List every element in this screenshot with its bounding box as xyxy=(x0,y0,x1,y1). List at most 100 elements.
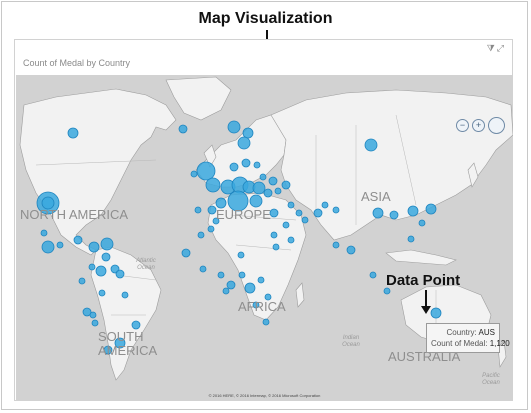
data-point-bubble[interactable] xyxy=(226,280,236,290)
data-point-bubble[interactable] xyxy=(383,287,391,295)
data-point-bubble[interactable] xyxy=(88,241,100,253)
tooltip-country-key: Country: xyxy=(446,328,477,337)
data-point-bubble[interactable] xyxy=(115,269,125,279)
data-point-bubble[interactable] xyxy=(270,231,278,239)
data-point-bubble[interactable] xyxy=(249,194,263,208)
data-point-bubble[interactable] xyxy=(364,138,378,152)
data-point-bubble[interactable] xyxy=(244,282,256,294)
land-new-zealand xyxy=(497,340,507,368)
data-point-bubble[interactable] xyxy=(73,235,83,245)
data-point-bubble[interactable] xyxy=(103,345,113,355)
data-point-bubble[interactable] xyxy=(407,235,415,243)
land-indonesia xyxy=(385,249,457,266)
data-point-bubble[interactable] xyxy=(41,240,55,254)
data-point-bubble[interactable] xyxy=(262,318,270,326)
data-point-bubble[interactable] xyxy=(238,271,246,279)
data-point-bubble[interactable] xyxy=(253,161,261,169)
data-point-bubble[interactable] xyxy=(425,203,437,215)
data-point-bubble[interactable] xyxy=(207,205,217,215)
zoom-in-button[interactable]: + xyxy=(472,119,485,132)
data-point-bubble[interactable] xyxy=(321,201,329,209)
data-point-bubble[interactable] xyxy=(131,320,141,330)
label-indian-ocean: Indian Ocean xyxy=(342,335,360,348)
data-point-bubble[interactable] xyxy=(40,229,48,237)
data-point-callout: Data Point xyxy=(386,272,461,289)
data-point-bubble[interactable] xyxy=(205,177,221,193)
data-point-bubble[interactable] xyxy=(227,190,249,212)
data-point-bubble[interactable] xyxy=(264,293,272,301)
data-point-bubble[interactable] xyxy=(178,124,188,134)
locate-icon[interactable] xyxy=(488,117,505,134)
data-point-bubble[interactable] xyxy=(196,161,216,181)
data-point-bubble[interactable] xyxy=(272,243,280,251)
data-point-bubble[interactable] xyxy=(301,216,309,224)
data-point-bubble[interactable] xyxy=(78,277,86,285)
data-point-bubble[interactable] xyxy=(82,307,92,317)
data-point-bubble[interactable] xyxy=(181,248,191,258)
data-point-bubble[interactable] xyxy=(100,237,114,251)
tooltip-country-value: AUS xyxy=(478,328,495,337)
data-point-bubble[interactable] xyxy=(197,231,205,239)
data-point-bubble[interactable] xyxy=(259,173,267,181)
data-point-bubble[interactable] xyxy=(263,188,273,198)
data-point-bubble[interactable] xyxy=(95,265,107,277)
data-point-bubble[interactable] xyxy=(295,209,303,217)
data-point-bubble[interactable] xyxy=(287,236,295,244)
filter-icon[interactable]: ⧩ xyxy=(486,43,497,53)
data-point-bubble[interactable] xyxy=(257,276,265,284)
data-point-bubble[interactable] xyxy=(67,127,79,139)
world-map xyxy=(19,76,513,381)
data-point-bubble[interactable] xyxy=(369,271,377,279)
data-point-bubble[interactable] xyxy=(372,207,384,219)
data-point-bubble[interactable] xyxy=(227,120,241,134)
data-point-bubble[interactable] xyxy=(212,217,220,225)
data-point-bubble[interactable] xyxy=(281,180,291,190)
data-point-bubble[interactable] xyxy=(282,221,290,229)
data-point-bubble[interactable] xyxy=(199,265,207,273)
data-point-bubble[interactable] xyxy=(241,158,251,168)
data-point-bubble[interactable] xyxy=(41,196,55,210)
data-point-bubble[interactable] xyxy=(190,170,198,178)
data-point-bubble[interactable] xyxy=(207,225,215,233)
data-point-bubble[interactable] xyxy=(252,181,266,195)
data-point-bubble[interactable] xyxy=(268,176,278,186)
data-point-bubble[interactable] xyxy=(222,287,230,295)
data-point-bubble[interactable] xyxy=(101,252,111,262)
map-controls: − + xyxy=(456,117,505,134)
label-australia: AUSTRALIA xyxy=(388,349,461,364)
data-point-bubble[interactable] xyxy=(56,241,64,249)
data-point-bubble[interactable] xyxy=(98,289,106,297)
data-point-tooltip: Country: AUS Count of Medal: 1,120 xyxy=(426,323,510,353)
data-point-bubble[interactable] xyxy=(418,219,426,227)
data-point-bubble[interactable] xyxy=(407,205,419,217)
map-copyright: © 2016 HERE, © 2016 Intermap, © 2016 Mic… xyxy=(208,393,321,398)
data-point-bubble[interactable] xyxy=(252,301,260,309)
data-point-bubble[interactable] xyxy=(91,319,99,327)
map-visualization-callout: Map Visualization xyxy=(198,10,333,27)
expand-icon[interactable]: ⤢ xyxy=(496,43,506,53)
land-south-america xyxy=(90,246,162,381)
zoom-out-button[interactable]: − xyxy=(456,119,469,132)
data-point-bubble[interactable] xyxy=(88,263,96,271)
data-point-bubble[interactable] xyxy=(229,162,239,172)
data-point-bubble[interactable] xyxy=(114,337,126,349)
data-point-bubble[interactable] xyxy=(430,307,442,319)
data-point-bubble[interactable] xyxy=(89,311,97,319)
data-point-bubble[interactable] xyxy=(332,206,340,214)
data-point-bubble[interactable] xyxy=(242,127,254,139)
data-point-bubble[interactable] xyxy=(313,208,323,218)
data-point-bubble[interactable] xyxy=(237,136,251,150)
data-point-bubble[interactable] xyxy=(121,291,129,299)
data-point-bubble[interactable] xyxy=(346,245,356,255)
visual-title: Count of Medal by Country xyxy=(23,58,131,68)
data-point-bubble[interactable] xyxy=(274,187,282,195)
data-point-bubble[interactable] xyxy=(389,210,399,220)
data-point-bubble[interactable] xyxy=(237,251,245,259)
data-point-bubble[interactable] xyxy=(215,197,227,209)
data-point-bubble[interactable] xyxy=(269,208,279,218)
data-point-bubble[interactable] xyxy=(332,241,340,249)
data-point-bubble[interactable] xyxy=(217,271,225,279)
map-visual[interactable]: Count of Medal by Country ⧩⤢ xyxy=(14,39,513,401)
data-point-bubble[interactable] xyxy=(194,206,202,214)
data-point-bubble[interactable] xyxy=(287,201,295,209)
